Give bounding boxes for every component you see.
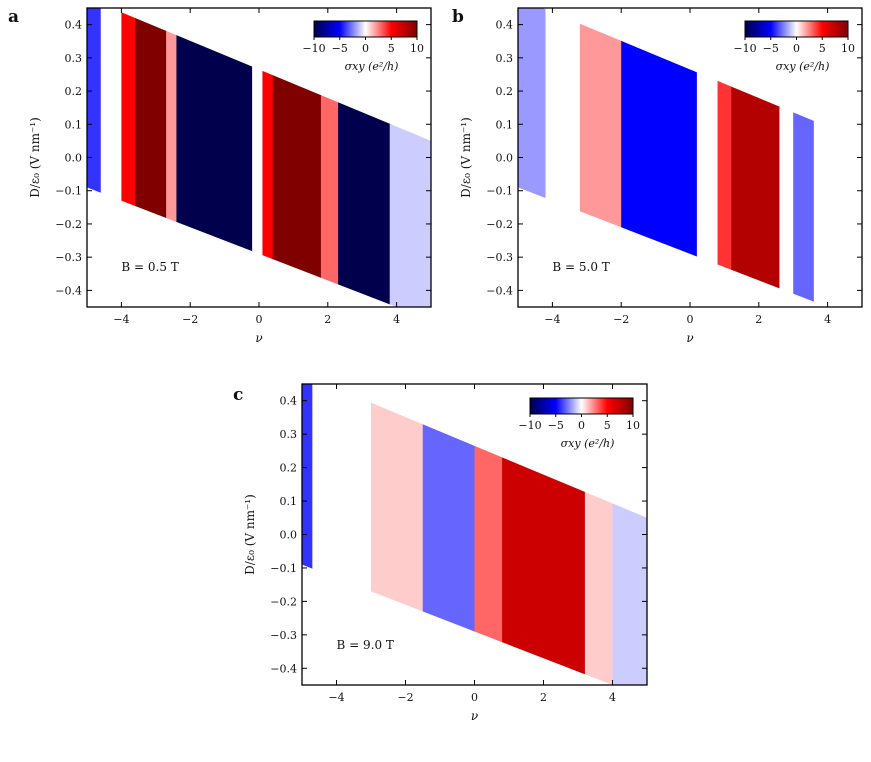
x-tick-label: −2 bbox=[613, 313, 629, 326]
x-tick-label: −2 bbox=[182, 313, 198, 326]
heatmap-stripe bbox=[302, 384, 313, 685]
colorbar-label: σxy (e²/h) bbox=[345, 60, 399, 73]
heatmap-stripe bbox=[176, 8, 253, 307]
y-tick-label: 0.4 bbox=[280, 395, 298, 408]
y-axis-label: D/ε₀ (V nm⁻¹) bbox=[28, 117, 42, 198]
heatmap-stripe bbox=[166, 8, 177, 307]
heatmap-stripe bbox=[262, 8, 274, 307]
colorbar-tick-label: −10 bbox=[518, 419, 541, 432]
y-tick-label: 0.0 bbox=[65, 152, 83, 165]
y-tick-label: 0.3 bbox=[65, 52, 83, 65]
y-tick-label: 0.3 bbox=[280, 428, 298, 441]
x-tick-label: 2 bbox=[540, 691, 547, 704]
field-annotation: B = 9.0 T bbox=[337, 638, 394, 652]
y-tick-label: 0.2 bbox=[280, 462, 298, 475]
heatmap-stripe bbox=[474, 384, 503, 685]
panel-letter: a bbox=[8, 7, 19, 27]
x-tick-label: 0 bbox=[471, 691, 478, 704]
y-tick-label: 0.1 bbox=[280, 495, 298, 508]
heatmap-stripe bbox=[422, 384, 475, 685]
colorbar: −10 −5 0 5 10 σxy (e²/h) bbox=[518, 397, 640, 450]
y-tick-label: 0.3 bbox=[496, 52, 514, 65]
x-tick-label: 4 bbox=[393, 313, 400, 326]
x-tick-label: −4 bbox=[113, 313, 129, 326]
y-tick-label: 0.4 bbox=[496, 19, 514, 32]
colorbar-label: σxy (e²/h) bbox=[776, 60, 830, 73]
field-annotation: B = 5.0 T bbox=[552, 260, 609, 274]
y-tick-label: −0.4 bbox=[270, 662, 297, 675]
colorbar-tick-label: −10 bbox=[302, 42, 325, 55]
field-annotation: B = 0.5 T bbox=[121, 260, 178, 274]
heatmap-stripe bbox=[252, 8, 263, 307]
y-tick-label: −0.2 bbox=[486, 218, 513, 231]
y-tick-label: 0.1 bbox=[496, 118, 514, 131]
colorbar-tick-label: 5 bbox=[388, 42, 395, 55]
heatmap-stripe bbox=[100, 8, 122, 307]
y-tick-label: −0.4 bbox=[486, 284, 513, 297]
y-tick-label: 0.0 bbox=[496, 152, 514, 165]
x-tick-label: −4 bbox=[328, 691, 344, 704]
y-tick-label: 0.1 bbox=[65, 118, 83, 131]
colorbar-label: σxy (e²/h) bbox=[561, 437, 615, 450]
colorbar-tick-label: −5 bbox=[332, 42, 348, 55]
y-tick-label: 0.0 bbox=[280, 529, 298, 542]
colorbar-tick-label: −10 bbox=[733, 42, 756, 55]
y-tick-label: −0.3 bbox=[486, 251, 513, 264]
colorbar-tick-label: −5 bbox=[763, 42, 779, 55]
x-tick-label: 0 bbox=[256, 313, 263, 326]
heatmap-stripe bbox=[621, 8, 698, 307]
heatmap-stripe bbox=[696, 8, 719, 307]
x-tick-label: 4 bbox=[609, 691, 616, 704]
colorbar-gradient bbox=[529, 397, 634, 415]
heatmap-stripe bbox=[502, 384, 586, 685]
colorbar-tick-label: 10 bbox=[626, 419, 640, 432]
heatmap-stripe bbox=[779, 8, 794, 307]
x-tick-label: 2 bbox=[755, 313, 762, 326]
colorbar-gradient bbox=[744, 20, 849, 38]
colorbar-tick-label: 10 bbox=[410, 42, 424, 55]
y-tick-label: 0.4 bbox=[65, 19, 83, 32]
colorbar-tick-label: 5 bbox=[604, 419, 611, 432]
colorbar-tick-label: 0 bbox=[362, 42, 369, 55]
x-tick-label: −4 bbox=[544, 313, 560, 326]
colorbar-tick-label: 0 bbox=[578, 419, 585, 432]
y-tick-label: 0.2 bbox=[496, 85, 514, 98]
y-axis-label: D/ε₀ (V nm⁻¹) bbox=[243, 494, 257, 575]
y-tick-label: −0.1 bbox=[270, 562, 297, 575]
panel-letter: b bbox=[452, 7, 464, 27]
x-tick-label: 4 bbox=[824, 313, 831, 326]
panel-c: −4 −2 0 2 4 −0.4 −0.3 −0.2 −0.1 0.0 0.1 0.2 0.3 0.4 ν D… bbox=[233, 383, 648, 723]
colorbar-tick-label: 10 bbox=[841, 42, 855, 55]
y-tick-label: 0.2 bbox=[65, 85, 83, 98]
panel-letter: c bbox=[233, 385, 243, 405]
x-axis-label: ν bbox=[686, 331, 693, 345]
x-tick-label: −2 bbox=[397, 691, 413, 704]
colorbar-tick-label: 0 bbox=[793, 42, 800, 55]
y-tick-label: −0.1 bbox=[55, 185, 82, 198]
y-tick-label: −0.4 bbox=[55, 284, 82, 297]
colorbar-tick-label: 5 bbox=[819, 42, 826, 55]
y-tick-label: −0.3 bbox=[55, 251, 82, 264]
x-tick-label: 2 bbox=[324, 313, 331, 326]
y-tick-label: −0.3 bbox=[270, 629, 297, 642]
colorbar: −10 −5 0 5 10 σxy (e²/h) bbox=[733, 20, 855, 73]
colorbar-tick-label: −5 bbox=[548, 419, 564, 432]
y-tick-label: −0.2 bbox=[270, 595, 297, 608]
x-tick-label: 0 bbox=[687, 313, 694, 326]
heatmap-stripe bbox=[717, 8, 732, 307]
y-tick-label: −0.2 bbox=[55, 218, 82, 231]
y-tick-label: −0.1 bbox=[486, 185, 513, 198]
y-axis-label: D/ε₀ (V nm⁻¹) bbox=[459, 117, 473, 198]
x-axis-label: ν bbox=[471, 709, 478, 723]
colorbar: −10 −5 0 5 10 σxy (e²/h) bbox=[302, 20, 424, 73]
panel-b: −4 −2 0 2 4 −0.4 −0.3 −0.2 −0.1 0.0 0.1 0.2 0.3 0.4 ν D… bbox=[452, 7, 863, 345]
colorbar-gradient bbox=[313, 20, 418, 38]
x-axis-label: ν bbox=[255, 331, 262, 345]
panel-a: −4 −2 0 2 4 −0.4 −0.3 −0.2 −0.1 0.0 0.1 0.2 0.3 0.4 ν D… bbox=[8, 7, 432, 345]
